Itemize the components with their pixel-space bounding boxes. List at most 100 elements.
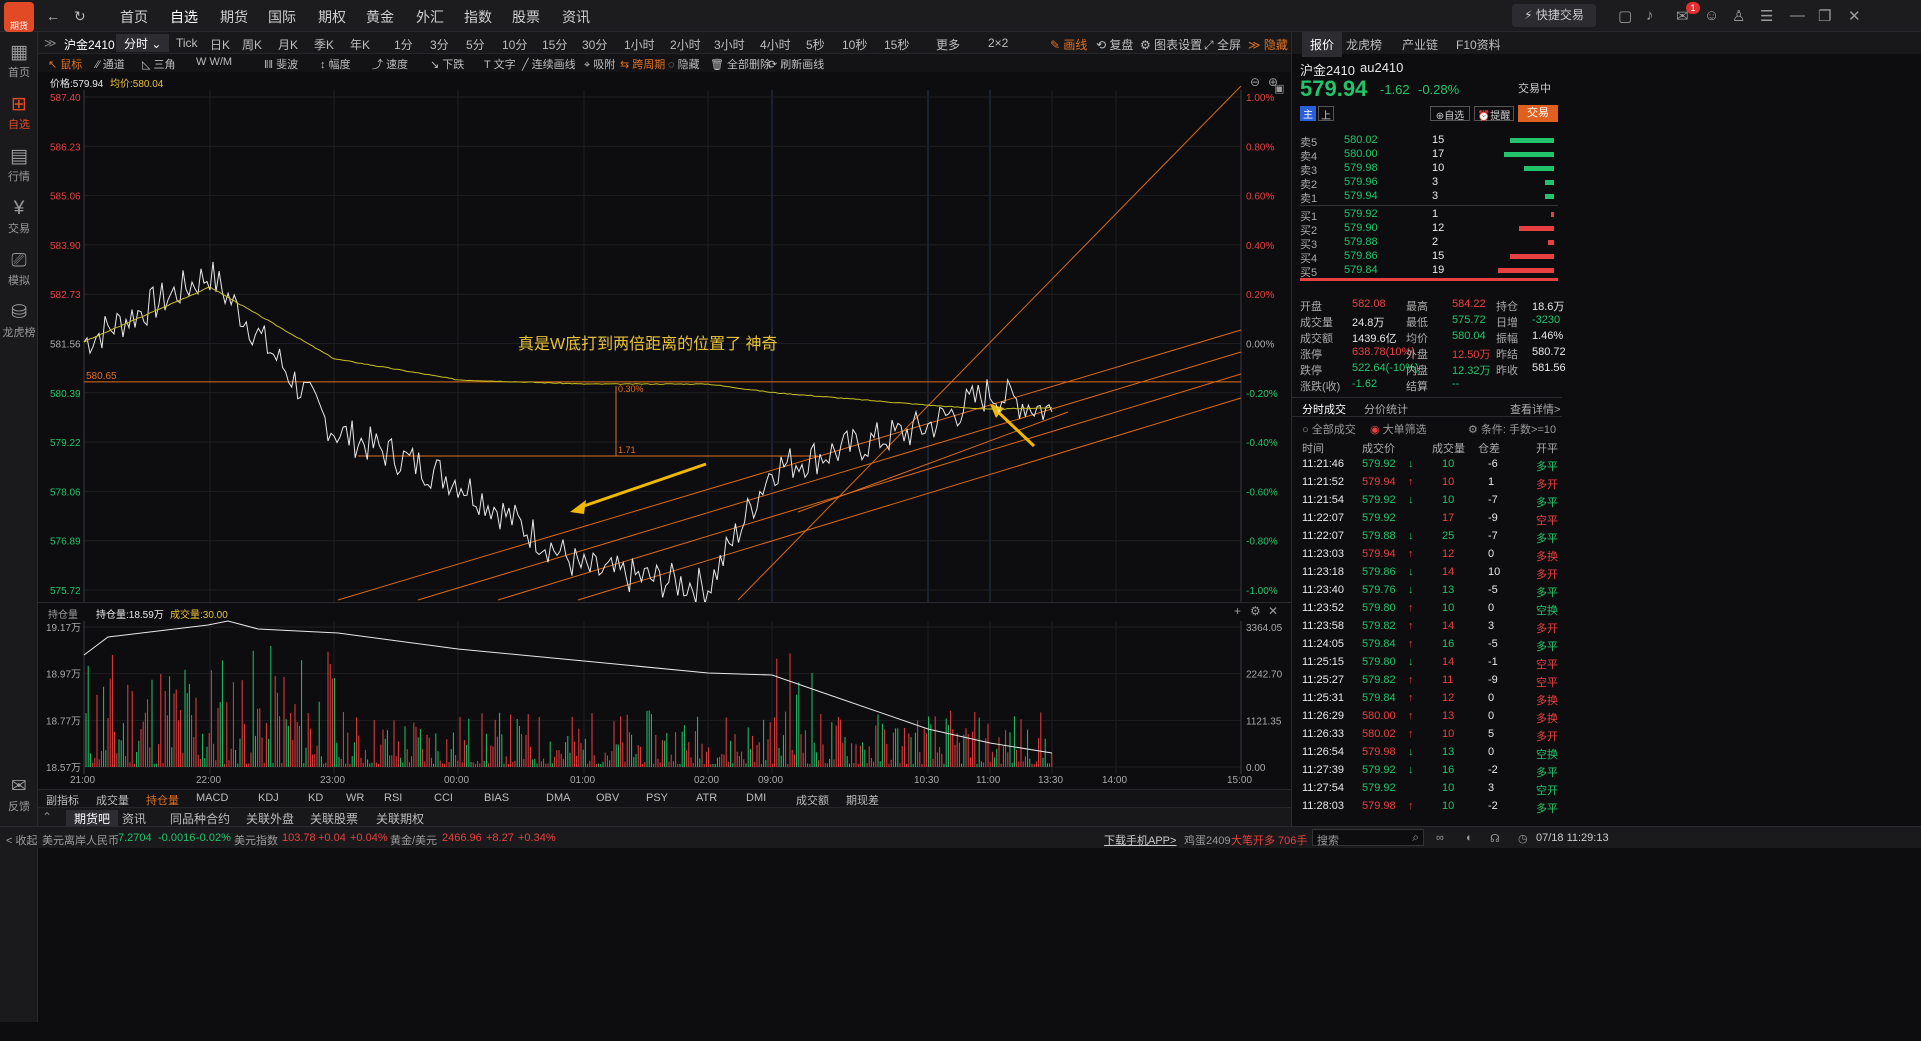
trade-row[interactable]: 11:25:31 579.84 ↑ 12 0 多换 xyxy=(1292,692,1562,710)
indicator-tab-4[interactable]: KDJ xyxy=(258,792,279,804)
quote-tab-0[interactable]: 报价 xyxy=(1302,32,1343,57)
collapse-icon[interactable]: ≫ xyxy=(44,36,57,50)
chart-settings-button[interactable]: ⚙ 图表设置 xyxy=(1140,38,1203,52)
trade-row[interactable]: 11:23:03 579.94 ↑ 12 0 多换 xyxy=(1292,548,1562,566)
period-button-16[interactable]: 5秒 xyxy=(806,38,825,52)
trade-row[interactable]: 11:23:40 579.76 ↓ 13 -5 多平 xyxy=(1292,584,1562,602)
trade-row[interactable]: 11:21:46 579.92 ↓ 10 -6 多平 xyxy=(1292,458,1562,476)
add-icon[interactable]: + xyxy=(1234,604,1242,618)
bottom-tab-0[interactable]: 期货吧 xyxy=(66,810,119,827)
indicator-tab-7[interactable]: RSI xyxy=(384,792,403,804)
filter-big-radio[interactable]: ◉ 大单筛选 xyxy=(1370,424,1427,436)
close-icon[interactable]: ✕ xyxy=(1848,8,1861,25)
period-button-19[interactable]: 更多 xyxy=(936,38,961,52)
trade-tab-1[interactable]: 分价统计 xyxy=(1364,404,1408,416)
indicator-tab-9[interactable]: BIAS xyxy=(484,792,510,804)
nav-item-2[interactable]: 期货 xyxy=(220,9,248,25)
trade-list[interactable]: 11:21:46 579.92 ↓ 10 -6 多平 11:21:52 579.94 ↑ 10 1 多… xyxy=(1292,458,1562,826)
quick-trade-button[interactable]: ⚡ 快捷交易 xyxy=(1512,4,1596,27)
layout-icon[interactable]: ▣ xyxy=(1274,83,1285,95)
indicator-tab-15[interactable]: 成交额 xyxy=(796,795,829,807)
news-ticker-text[interactable]: 大笔开多 706手 xyxy=(1231,835,1308,847)
draw-tool-9[interactable]: ╱ 连续画线 xyxy=(522,56,576,72)
period-button-0[interactable]: Tick xyxy=(176,36,198,50)
period-button-6[interactable]: 1分 xyxy=(394,38,413,52)
app-logo[interactable]: 期货 xyxy=(4,2,34,32)
trade-row[interactable]: 11:23:18 579.86 ↓ 14 10 多开 xyxy=(1292,566,1562,584)
draw-tool-1[interactable]: ⁄⁄ 通道 xyxy=(96,56,125,72)
period-button-18[interactable]: 15秒 xyxy=(884,38,910,52)
trade-tab-0[interactable]: 分时成交 xyxy=(1302,404,1346,416)
draw-tool-8[interactable]: T 文字 xyxy=(484,56,516,72)
user-icon[interactable]: ☺ xyxy=(1704,7,1720,24)
nav-item-7[interactable]: 指数 xyxy=(464,9,492,25)
zoom-in-icon[interactable]: ⊕ xyxy=(1268,75,1279,89)
period-button-8[interactable]: 5分 xyxy=(466,38,485,52)
close-subchart-icon[interactable]: ✕ xyxy=(1268,604,1279,618)
nav-item-5[interactable]: 黄金 xyxy=(366,9,394,25)
draw-tool-0[interactable]: ↖ 鼠标 xyxy=(48,56,82,72)
indicator-tab-5[interactable]: KD xyxy=(308,792,324,804)
trade-row[interactable]: 11:25:15 579.80 ↓ 14 -1 空平 xyxy=(1292,656,1562,674)
quote-tab-3[interactable]: F10资料 xyxy=(1456,38,1501,52)
period-button-2[interactable]: 周K xyxy=(242,38,263,52)
nav-item-9[interactable]: 资讯 xyxy=(562,9,590,25)
indicator-tab-10[interactable]: DMA xyxy=(546,792,571,804)
expand-icon[interactable]: ⌃ xyxy=(42,810,53,824)
refresh-icon[interactable]: ↻ xyxy=(74,8,86,24)
add-favorite-button[interactable]: ⊕自选 xyxy=(1430,106,1470,122)
draw-line-button[interactable]: ✎ 画线 xyxy=(1050,38,1088,52)
period-button-20[interactable]: 2×2 xyxy=(988,36,1009,50)
link-icon[interactable]: ∞ xyxy=(1436,832,1444,844)
draw-tool-7[interactable]: ↘ 下跌 xyxy=(430,56,464,72)
shirt-icon[interactable]: ♙ xyxy=(1732,8,1746,25)
fullscreen-button[interactable]: ⤢ 全屏 xyxy=(1204,38,1241,52)
indicator-tab-14[interactable]: DMI xyxy=(746,792,767,804)
period-button-7[interactable]: 3分 xyxy=(430,38,449,52)
quote-tab-2[interactable]: 产业链 xyxy=(1402,38,1439,52)
indicator-tab-1[interactable]: 成交量 xyxy=(96,795,129,807)
indicator-tab-6[interactable]: WR xyxy=(346,792,365,804)
period-button-4[interactable]: 季K xyxy=(314,38,335,52)
indicator-tab-0[interactable]: 副指标 xyxy=(46,795,79,807)
period-button-13[interactable]: 2小时 xyxy=(670,38,701,52)
nav-item-1[interactable]: 自选 xyxy=(170,7,198,34)
nav-item-6[interactable]: 外汇 xyxy=(416,9,444,25)
bottom-tab-2[interactable]: 同品种合约 xyxy=(170,812,231,826)
draw-tool-13[interactable]: 🗑 全部删除 xyxy=(710,56,771,72)
period-button-15[interactable]: 4小时 xyxy=(760,38,791,52)
indicator-tab-2[interactable]: 持仓量 xyxy=(146,795,179,807)
draw-tool-12[interactable]: ◌ 隐藏 xyxy=(668,56,700,72)
trade-row[interactable]: 11:27:39 579.92 ↓ 16 -2 多平 xyxy=(1292,764,1562,782)
search-input[interactable]: 搜索 ⌕ xyxy=(1312,829,1424,847)
draw-tool-4[interactable]: ‖‖ 斐波 xyxy=(264,56,298,72)
draw-tool-3[interactable]: W W/M xyxy=(196,56,232,68)
bell-icon[interactable]: ♪ xyxy=(1646,7,1654,24)
indicator-tab-12[interactable]: PSY xyxy=(646,792,669,804)
headset-icon[interactable]: ☊ xyxy=(1490,833,1500,845)
nav-item-8[interactable]: 股票 xyxy=(512,9,540,25)
trade-row[interactable]: 11:28:03 579.98 ↑ 10 -2 多平 xyxy=(1292,800,1562,818)
period-button-11[interactable]: 30分 xyxy=(582,38,608,52)
trade-tab-details[interactable]: 查看详情> xyxy=(1510,404,1561,416)
trade-row[interactable]: 11:21:52 579.94 ↑ 10 1 多开 xyxy=(1292,476,1562,494)
sidebar-feedback[interactable]: ✉ 反馈 xyxy=(0,776,38,814)
nav-item-3[interactable]: 国际 xyxy=(268,9,296,25)
draw-tool-11[interactable]: ⇆ 跨周期 xyxy=(620,56,665,72)
theme-icon[interactable]: ◐ xyxy=(1466,832,1473,844)
period-timeshare-button[interactable]: 分时 ⌄ xyxy=(116,34,170,52)
sidebar-item-4[interactable]: ⎚ 模拟 xyxy=(0,250,38,288)
period-button-17[interactable]: 10秒 xyxy=(842,38,868,52)
bottom-tab-4[interactable]: 关联股票 xyxy=(310,812,359,826)
trade-row[interactable]: 11:23:52 579.80 ↑ 10 0 空换 xyxy=(1292,602,1562,620)
period-button-1[interactable]: 日K xyxy=(210,38,231,52)
collapse-button[interactable]: < 收起 xyxy=(6,835,38,847)
period-button-12[interactable]: 1小时 xyxy=(624,38,655,52)
trade-button[interactable]: 交易 xyxy=(1518,105,1558,122)
draw-tool-10[interactable]: ⌖ 吸附 xyxy=(584,56,615,72)
indicator-tab-3[interactable]: MACD xyxy=(196,792,229,804)
period-button-9[interactable]: 10分 xyxy=(502,38,528,52)
trade-row[interactable]: 11:26:29 580.00 ↑ 13 0 多换 xyxy=(1292,710,1562,728)
minimize-icon[interactable]: — xyxy=(1790,7,1805,24)
trade-row[interactable]: 11:22:07 579.92 17 -9 空平 xyxy=(1292,512,1562,530)
